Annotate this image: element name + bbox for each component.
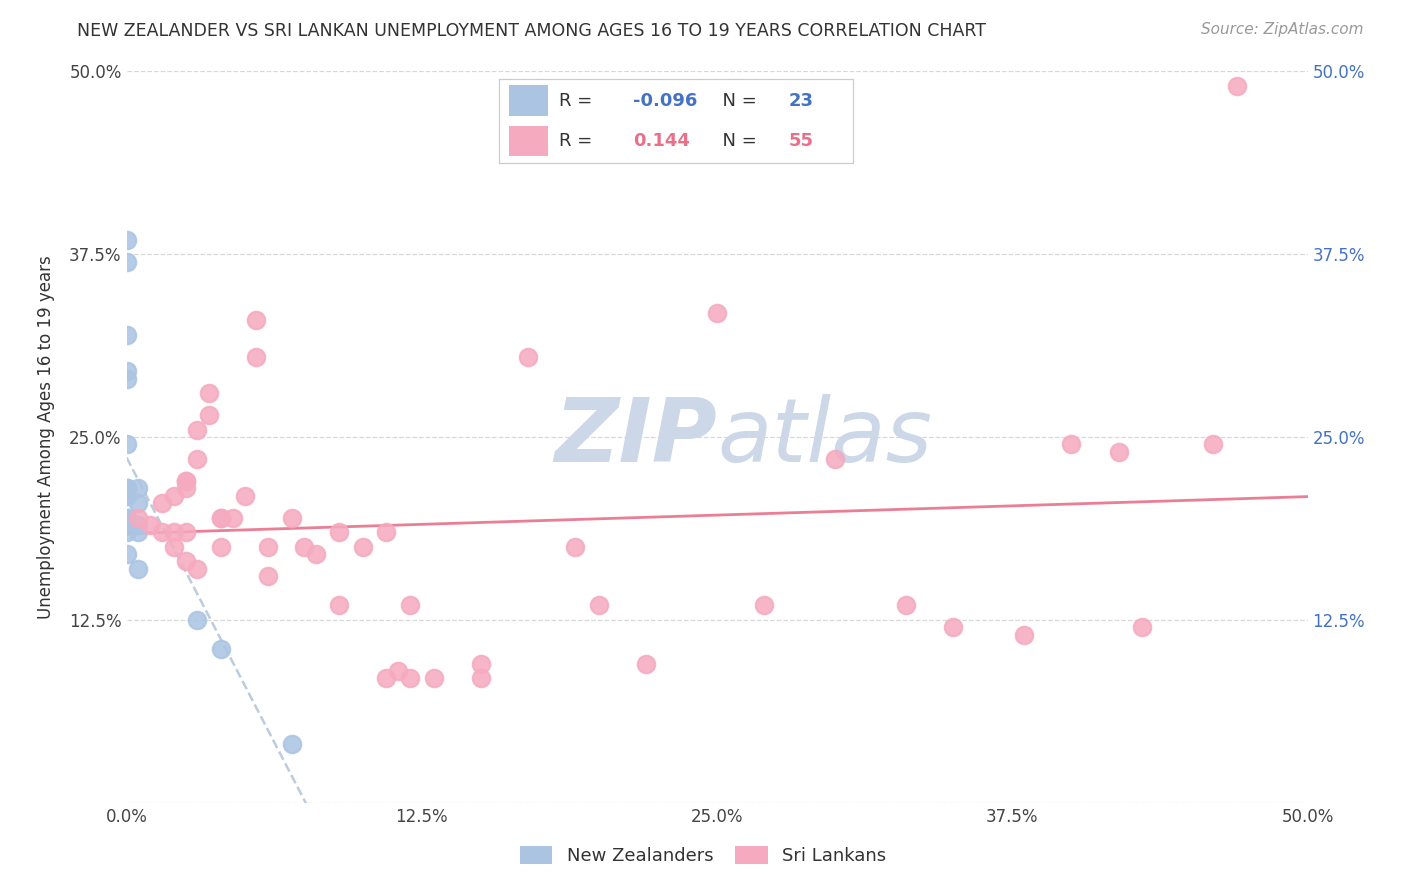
Point [292, 540, 315, 554]
Point [127, 525, 149, 540]
Point [115, 481, 138, 495]
Point [222, 510, 245, 524]
Point [198, 386, 221, 401]
Point [163, 489, 186, 503]
Point [304, 547, 326, 561]
Point [115, 510, 138, 524]
Point [636, 657, 658, 671]
Point [115, 489, 138, 503]
Text: Source: ZipAtlas.com: Source: ZipAtlas.com [1201, 22, 1364, 37]
Point [209, 540, 232, 554]
Point [281, 737, 304, 751]
Point [894, 599, 917, 613]
Text: NEW ZEALANDER VS SRI LANKAN UNEMPLOYMENT AMONG AGES 16 TO 19 YEARS CORRELATION C: NEW ZEALANDER VS SRI LANKAN UNEMPLOYMENT… [77, 22, 987, 40]
Point [588, 599, 610, 613]
Point [115, 364, 138, 378]
Point [174, 481, 197, 495]
Point [328, 525, 350, 540]
Point [470, 672, 492, 686]
Point [517, 350, 540, 364]
Point [399, 672, 422, 686]
Point [706, 306, 728, 320]
Point [127, 517, 149, 532]
Point [174, 474, 197, 488]
Point [257, 569, 280, 583]
Text: ZIP: ZIP [554, 393, 717, 481]
Point [115, 327, 138, 342]
Legend: New Zealanders, Sri Lankans: New Zealanders, Sri Lankans [510, 837, 896, 874]
Point [942, 620, 965, 634]
Point [115, 371, 138, 385]
Point [174, 554, 197, 568]
Point [186, 452, 208, 467]
Point [198, 408, 221, 422]
Y-axis label: Unemployment Among Ages 16 to 19 years: Unemployment Among Ages 16 to 19 years [37, 255, 55, 619]
Point [470, 657, 492, 671]
Point [115, 525, 138, 540]
Point [209, 642, 232, 657]
Point [1108, 444, 1130, 458]
Point [115, 481, 138, 495]
Point [127, 481, 149, 495]
Point [422, 672, 444, 686]
Point [1202, 437, 1225, 451]
Text: atlas: atlas [717, 394, 932, 480]
Point [281, 510, 304, 524]
Point [375, 672, 398, 686]
Point [328, 599, 350, 613]
Point [186, 423, 208, 437]
Point [139, 517, 162, 532]
Point [245, 313, 267, 327]
Point [209, 510, 232, 524]
Point [1130, 620, 1153, 634]
Point [115, 254, 138, 268]
Point [245, 350, 267, 364]
Point [115, 233, 138, 247]
Point [163, 540, 186, 554]
Point [174, 525, 197, 540]
Point [387, 664, 409, 678]
Point [257, 540, 280, 554]
Point [127, 562, 149, 576]
Point [163, 525, 186, 540]
Point [174, 474, 197, 488]
Point [115, 437, 138, 451]
Point [115, 510, 138, 524]
Point [399, 599, 422, 613]
Point [824, 452, 846, 467]
Point [127, 510, 149, 524]
Point [186, 613, 208, 627]
Point [209, 510, 232, 524]
Point [1226, 78, 1249, 93]
Point [115, 517, 138, 532]
Point [150, 525, 173, 540]
Point [754, 599, 776, 613]
Point [150, 496, 173, 510]
Point [564, 540, 586, 554]
Point [1060, 437, 1083, 451]
Point [115, 489, 138, 503]
Point [186, 562, 208, 576]
Point [352, 540, 374, 554]
Point [1012, 627, 1035, 641]
Point [127, 496, 149, 510]
Point [233, 489, 256, 503]
Point [375, 525, 398, 540]
Point [115, 547, 138, 561]
